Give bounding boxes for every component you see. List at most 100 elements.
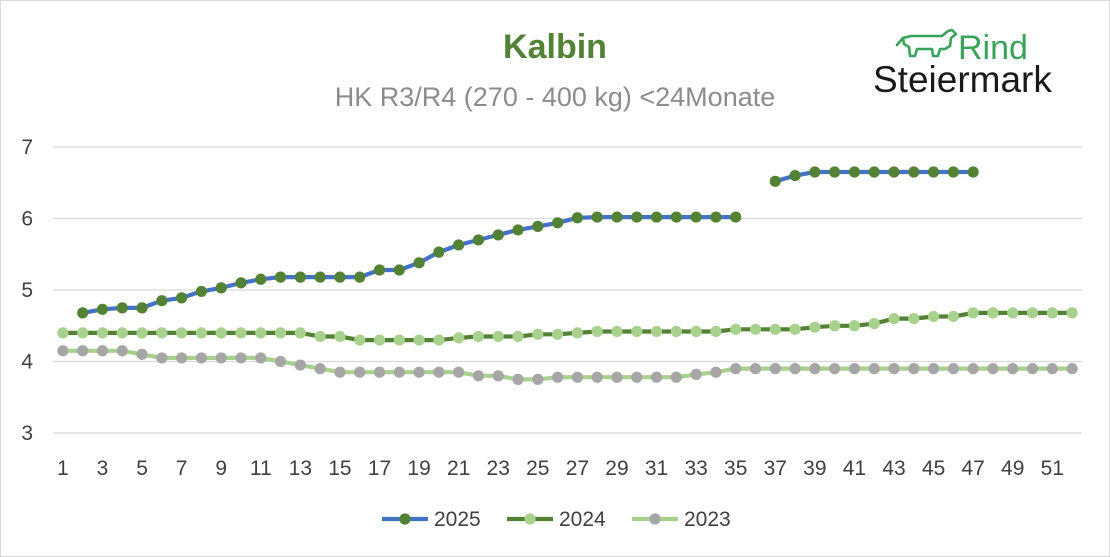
x-tick-label: 33 <box>684 457 707 480</box>
data-point-2025 <box>453 239 465 251</box>
legend-item-2025: 2025 <box>382 508 481 531</box>
y-tick-label: 4 <box>21 351 33 374</box>
data-point-2025 <box>552 217 564 229</box>
data-point-2025 <box>512 224 524 236</box>
data-point-2023 <box>809 363 821 375</box>
series-layer <box>57 166 1078 385</box>
data-point-2024 <box>868 318 880 330</box>
data-point-2024 <box>947 310 959 323</box>
data-point-2023 <box>334 366 346 378</box>
data-point-2025 <box>235 277 247 289</box>
legend-swatch-marker <box>524 513 536 525</box>
data-point-2023 <box>294 359 306 371</box>
data-point-2024 <box>571 327 583 339</box>
data-point-2024 <box>116 327 128 339</box>
data-point-2025 <box>967 166 979 178</box>
data-point-2024 <box>274 327 287 339</box>
data-point-2025 <box>789 170 801 182</box>
data-point-2025 <box>274 271 287 283</box>
y-tick-label: 3 <box>21 422 33 445</box>
data-point-2025 <box>96 303 109 315</box>
data-point-2023 <box>136 348 148 360</box>
data-point-2025 <box>195 285 208 298</box>
data-point-2023 <box>967 363 979 375</box>
data-point-2025 <box>433 246 445 258</box>
data-point-2024 <box>492 330 504 343</box>
data-point-2024 <box>255 327 267 339</box>
data-point-2023 <box>908 363 920 375</box>
data-point-2024 <box>354 334 366 346</box>
x-tick-label: 29 <box>605 457 628 480</box>
data-point-2023 <box>947 363 959 375</box>
data-point-2023 <box>512 373 524 385</box>
data-point-2023 <box>453 366 465 378</box>
data-point-2023 <box>413 366 425 378</box>
data-point-2024 <box>294 327 306 339</box>
series-line-2023 <box>60 348 1075 382</box>
x-tick-label: 47 <box>961 457 984 480</box>
data-point-2023 <box>730 363 742 375</box>
data-point-2024 <box>96 327 109 339</box>
data-point-2024 <box>453 332 465 344</box>
data-point-2024 <box>235 327 247 339</box>
legend-swatch-marker <box>649 513 661 525</box>
data-point-2024 <box>215 327 227 339</box>
logo-rind-text: Rind <box>958 29 1028 67</box>
data-point-2025 <box>611 211 623 223</box>
x-tick-label: 23 <box>487 457 510 480</box>
data-point-2023 <box>591 371 603 383</box>
data-point-2024 <box>532 328 544 340</box>
x-tick-label: 43 <box>882 457 905 480</box>
legend-label: 2024 <box>559 508 606 531</box>
x-tick-label: 7 <box>176 457 188 480</box>
data-point-2023 <box>670 371 682 383</box>
data-point-2024 <box>433 334 445 346</box>
data-point-2024 <box>670 325 682 338</box>
data-point-2023 <box>829 363 841 375</box>
legend-item-2023: 2023 <box>632 508 731 531</box>
x-tick-label: 41 <box>843 457 866 480</box>
data-point-2025 <box>650 211 663 223</box>
x-tick-label: 17 <box>368 457 391 480</box>
data-point-2023 <box>393 366 405 378</box>
x-tick-label: 1 <box>57 457 69 480</box>
data-point-2025 <box>769 175 781 187</box>
data-point-2025 <box>314 271 326 283</box>
data-point-2024 <box>631 325 643 338</box>
x-tick-label: 31 <box>645 457 668 480</box>
data-point-2025 <box>829 166 841 178</box>
x-tick-label: 15 <box>328 457 351 480</box>
data-point-2023 <box>650 371 663 383</box>
data-point-2025 <box>888 166 900 178</box>
legend: 2025 2024 2023 <box>382 508 731 531</box>
x-tick-label: 27 <box>566 457 589 480</box>
data-point-2024 <box>927 310 940 323</box>
data-point-2024 <box>888 313 900 325</box>
y-tick-label: 6 <box>21 208 33 231</box>
data-point-2025 <box>373 264 386 276</box>
data-point-2025 <box>809 166 821 178</box>
cow-icon <box>895 28 958 58</box>
data-point-2024 <box>57 327 69 339</box>
data-point-2024 <box>987 307 999 319</box>
y-tick-label: 5 <box>21 279 33 302</box>
x-tick-label: 3 <box>97 457 109 480</box>
data-point-2025 <box>393 264 405 276</box>
x-tick-label: 11 <box>250 457 272 480</box>
data-point-2025 <box>631 211 643 223</box>
data-point-2025 <box>492 229 504 241</box>
data-point-2023 <box>888 363 900 375</box>
data-point-2024 <box>591 325 603 338</box>
x-tick-label: 39 <box>803 457 826 480</box>
legend-swatch-marker <box>399 513 411 525</box>
data-point-2024 <box>1026 307 1039 319</box>
data-point-2024 <box>1007 307 1019 319</box>
legend-item-2024: 2024 <box>507 508 606 531</box>
data-point-2024 <box>1046 307 1058 319</box>
data-point-2025 <box>532 220 544 232</box>
data-point-2025 <box>255 273 267 285</box>
data-point-2025 <box>156 295 168 307</box>
data-point-2023 <box>492 370 504 382</box>
data-point-2024 <box>749 323 762 335</box>
